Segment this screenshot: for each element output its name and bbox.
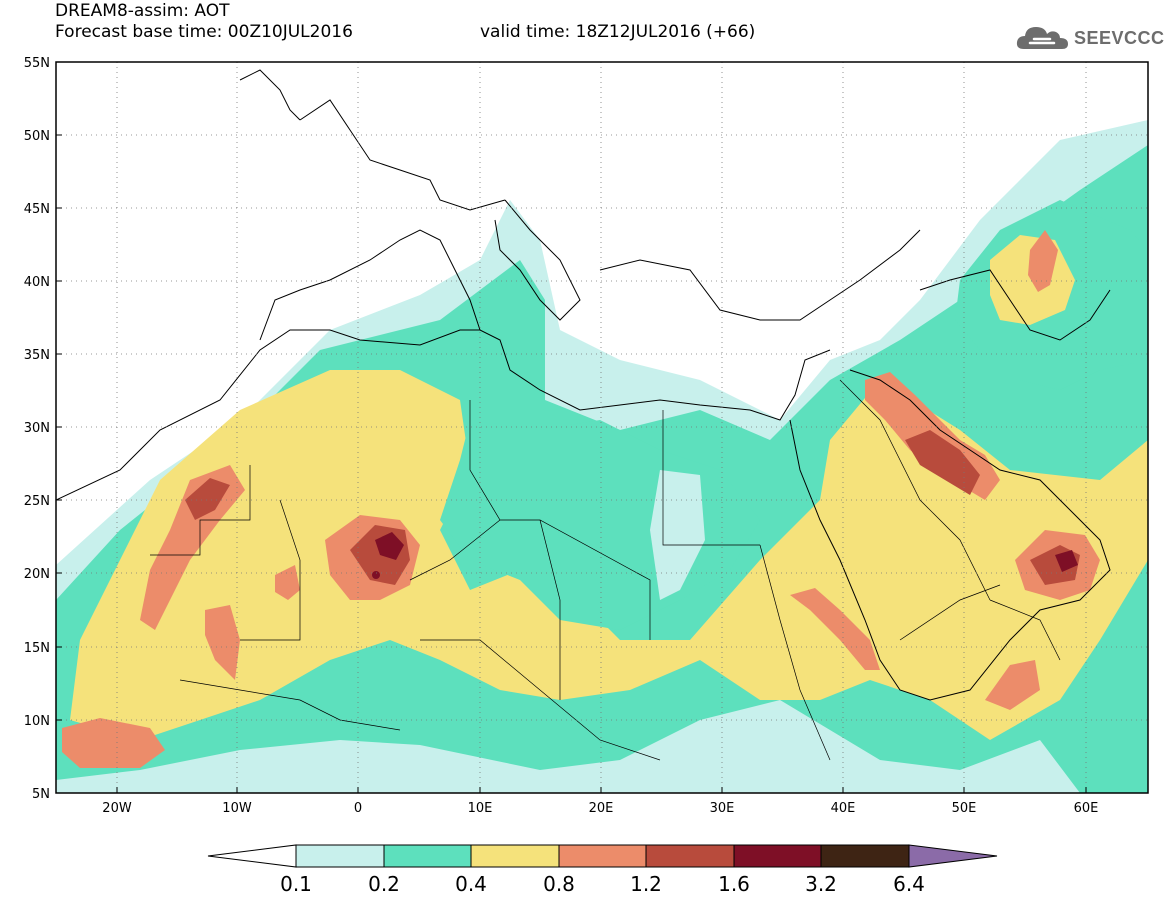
lat-label: 55N <box>24 56 50 71</box>
aot-fill-salmon-mali <box>205 605 240 680</box>
lon-label: 20E <box>589 801 614 816</box>
tick-marks <box>56 61 1087 793</box>
lat-label: 15N <box>24 641 50 656</box>
lat-label: 20N <box>24 567 50 582</box>
colorbar-labels: 0.1 0.2 0.4 0.8 1.2 1.6 3.2 6.4 <box>280 872 925 896</box>
colorbar-label: 0.4 <box>455 872 487 896</box>
colorbar-segment <box>470 844 560 868</box>
valid-time: valid time: 18Z12JUL2016 (+66) <box>480 22 756 42</box>
colorbar-label: 1.6 <box>718 872 750 896</box>
lon-label: 0 <box>354 801 362 816</box>
aot-fill-salmon-westafrica <box>140 465 245 630</box>
colorbar-segment <box>820 844 910 868</box>
aot-fill-brownred-westafrica <box>185 478 230 520</box>
longitude-labels: 20W 10W 0 10E 20E 30E 40E 50E 60E <box>102 801 1098 816</box>
colorbar-label: 0.1 <box>280 872 312 896</box>
lon-label: 40E <box>831 801 856 816</box>
lon-label: 50E <box>952 801 977 816</box>
lon-label: 60E <box>1074 801 1099 816</box>
aot-fill-layer <box>56 62 1148 793</box>
lat-label: 30N <box>24 421 50 436</box>
aot-fill-darkred-oman <box>1055 550 1078 572</box>
colorbar-label: 1.2 <box>630 872 662 896</box>
lat-label: 25N <box>24 494 50 509</box>
lat-label: 40N <box>24 275 50 290</box>
lat-label: 45N <box>24 202 50 217</box>
colorbar-segment <box>383 844 472 868</box>
lat-label: 50N <box>24 129 50 144</box>
aot-fill-darkred-algeria <box>375 532 404 560</box>
colorbar-label: 0.8 <box>543 872 575 896</box>
country-borders <box>150 379 1061 761</box>
colorbar-segment <box>645 844 735 868</box>
aot-fill-salmon-senegal <box>62 718 165 768</box>
cloud-icon <box>1016 27 1068 49</box>
colorbar-max-arrow <box>908 844 998 868</box>
lon-label: 10W <box>222 801 252 816</box>
map-title: DREAM8-assim: AOT <box>55 1 230 21</box>
lat-label: 5N <box>32 787 50 802</box>
logo-text: SEEVCCC <box>1074 27 1165 48</box>
colorbar-label: 3.2 <box>805 872 837 896</box>
graticule <box>56 62 1148 793</box>
lon-label: 10E <box>468 801 493 816</box>
aot-fill-salmon-sudan <box>790 588 880 670</box>
aot-fill-brownred-gulf <box>905 430 980 495</box>
aot-fill-salmon-mauritania <box>275 565 300 600</box>
colorbar <box>207 844 998 868</box>
colorbar-segment <box>733 844 822 868</box>
coastlines <box>56 69 1111 701</box>
colorbar-label: 6.4 <box>893 872 925 896</box>
forecast-base-time: Forecast base time: 00Z10JUL2016 <box>55 22 353 42</box>
aot-fill-yellow-west <box>70 370 1148 740</box>
lat-label: 10N <box>24 714 50 729</box>
colorbar-label: 0.2 <box>368 872 400 896</box>
colorbar-segment <box>295 844 385 868</box>
aot-fill-green-egypt <box>650 470 705 600</box>
aot-fill-salmon-caspian <box>1028 230 1058 292</box>
lat-label: 35N <box>24 348 50 363</box>
colorbar-segment <box>558 844 647 868</box>
lon-label: 20W <box>102 801 132 816</box>
seevccc-logo: SEEVCCC <box>1016 20 1165 56</box>
latitude-labels: 55N 50N 45N 40N 35N 30N 25N 20N 15N 10N … <box>24 56 50 802</box>
colorbar-min-arrow <box>207 844 297 868</box>
aot-fill-darkred-spot <box>372 571 380 579</box>
aot-fill-salmon-somalia <box>985 660 1040 710</box>
lon-label: 30E <box>710 801 735 816</box>
